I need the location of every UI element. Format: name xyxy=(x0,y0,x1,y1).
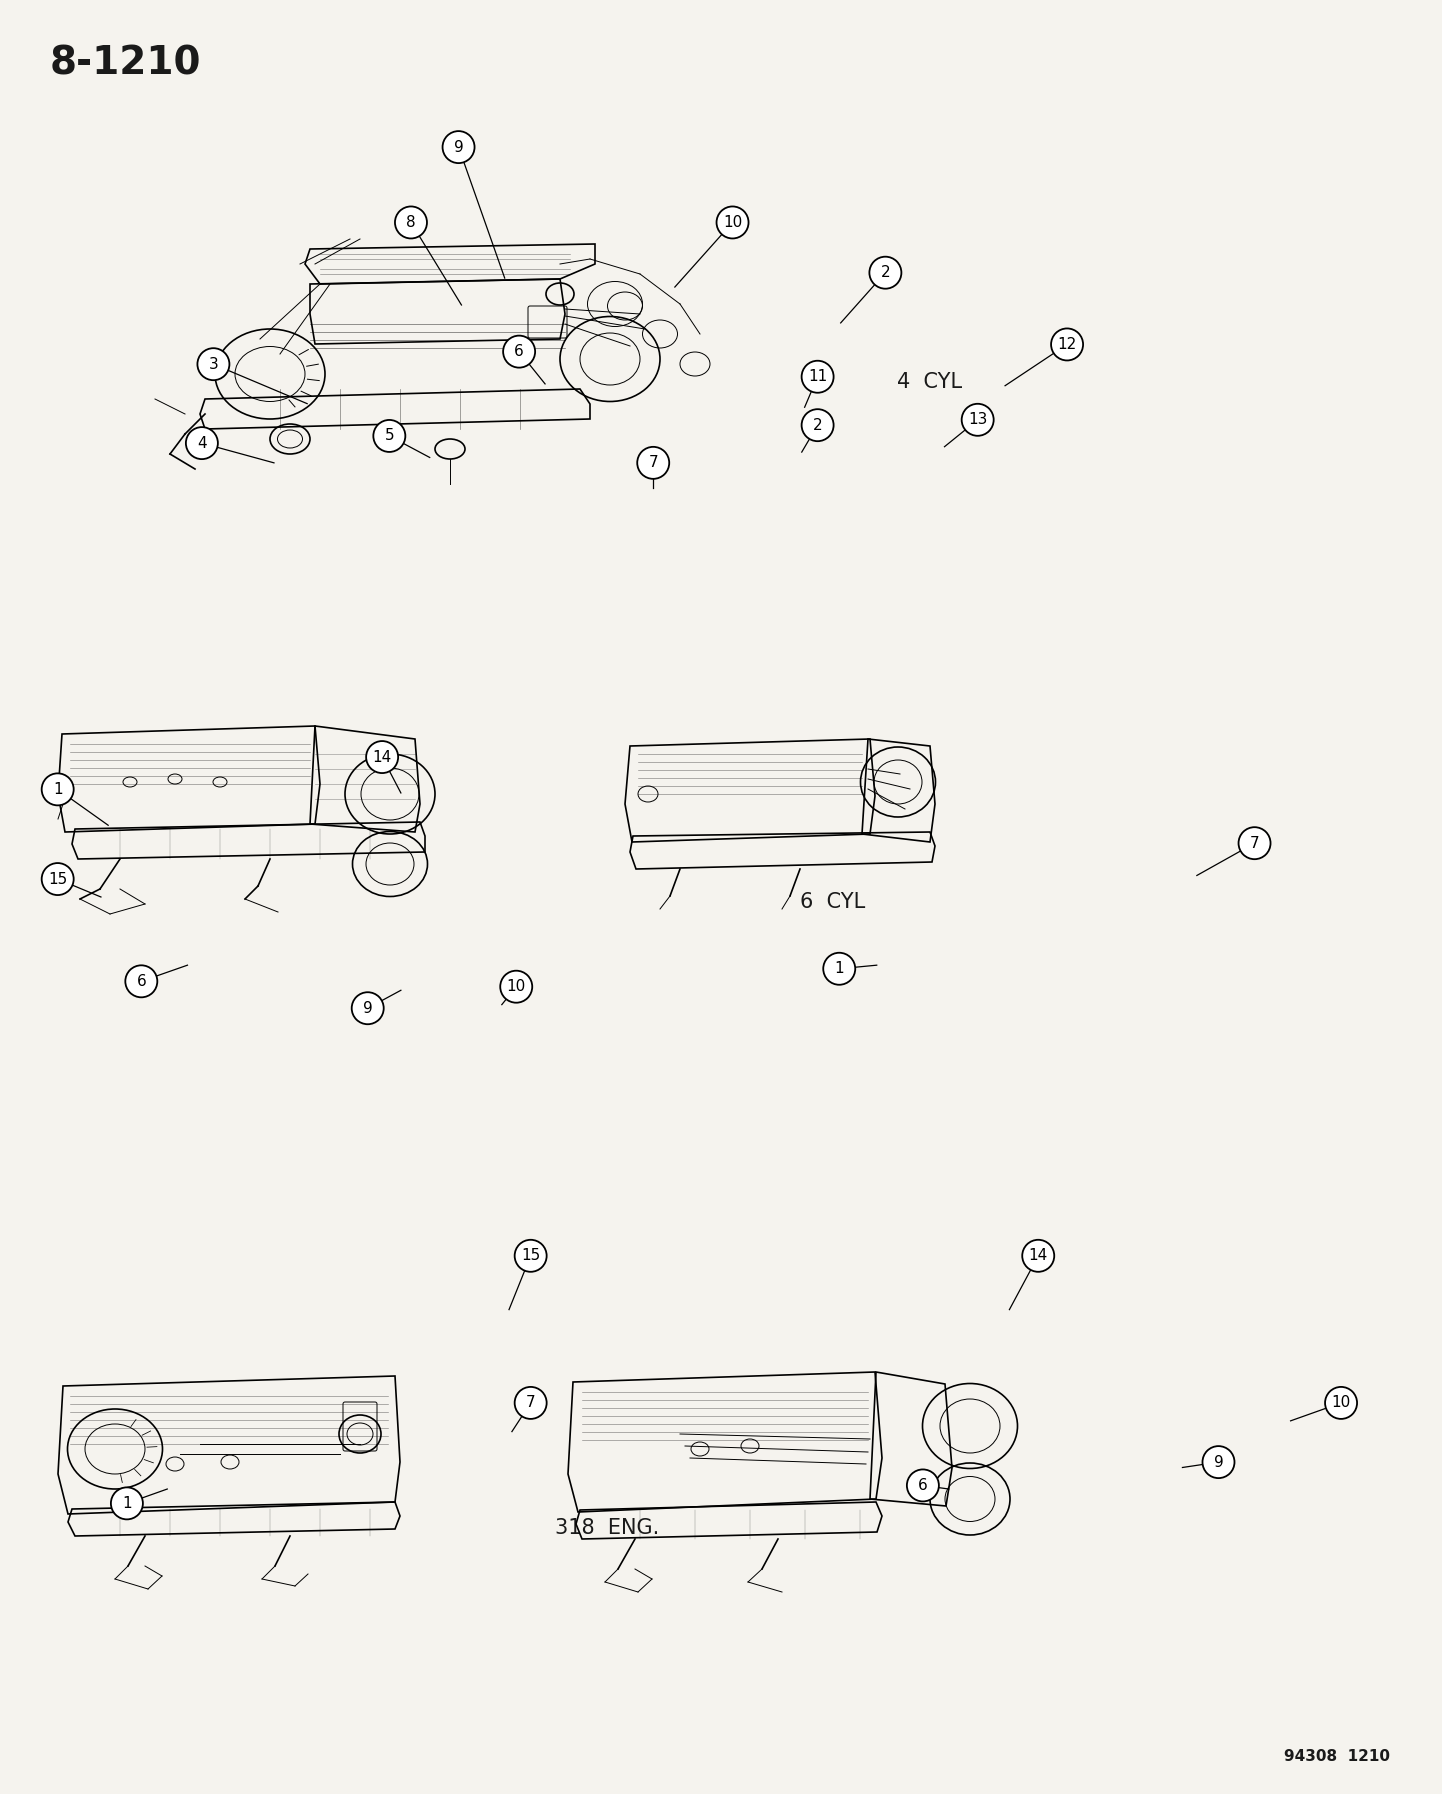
Text: 4  CYL: 4 CYL xyxy=(897,371,962,393)
Text: 3: 3 xyxy=(209,357,218,371)
Circle shape xyxy=(1051,328,1083,361)
Circle shape xyxy=(42,863,74,895)
Text: 1: 1 xyxy=(835,962,844,976)
Circle shape xyxy=(111,1487,143,1520)
Text: 1: 1 xyxy=(53,782,62,797)
Circle shape xyxy=(1203,1446,1234,1478)
Circle shape xyxy=(1239,827,1270,859)
Text: 7: 7 xyxy=(526,1396,535,1410)
Text: 7: 7 xyxy=(649,456,658,470)
Circle shape xyxy=(373,420,405,452)
Circle shape xyxy=(717,206,748,239)
Circle shape xyxy=(352,992,384,1024)
Circle shape xyxy=(125,965,157,997)
Text: 9: 9 xyxy=(1214,1455,1223,1469)
Text: 10: 10 xyxy=(1331,1396,1351,1410)
Text: 6: 6 xyxy=(137,974,146,988)
Circle shape xyxy=(823,953,855,985)
Text: 6: 6 xyxy=(919,1478,927,1493)
Circle shape xyxy=(962,404,994,436)
Text: 14: 14 xyxy=(1028,1249,1048,1263)
Text: 10: 10 xyxy=(722,215,743,230)
Text: 14: 14 xyxy=(372,750,392,764)
Circle shape xyxy=(395,206,427,239)
Text: 8: 8 xyxy=(407,215,415,230)
Circle shape xyxy=(1325,1387,1357,1419)
Text: 15: 15 xyxy=(48,872,68,886)
Circle shape xyxy=(907,1469,939,1502)
Text: 8-1210: 8-1210 xyxy=(50,45,202,83)
Circle shape xyxy=(198,348,229,380)
Circle shape xyxy=(42,773,74,806)
Circle shape xyxy=(802,409,833,441)
Circle shape xyxy=(515,1240,547,1272)
Text: 9: 9 xyxy=(363,1001,372,1015)
Circle shape xyxy=(802,361,833,393)
Circle shape xyxy=(870,257,901,289)
Circle shape xyxy=(515,1387,547,1419)
Text: 2: 2 xyxy=(881,266,890,280)
Text: 10: 10 xyxy=(506,980,526,994)
Text: 94308  1210: 94308 1210 xyxy=(1283,1749,1390,1764)
Text: 5: 5 xyxy=(385,429,394,443)
Text: 13: 13 xyxy=(968,413,988,427)
Text: 4: 4 xyxy=(198,436,206,450)
Text: 318  ENG.: 318 ENG. xyxy=(555,1518,659,1539)
Text: 11: 11 xyxy=(808,370,828,384)
Text: 6: 6 xyxy=(515,344,523,359)
Text: 15: 15 xyxy=(521,1249,541,1263)
Text: 1: 1 xyxy=(123,1496,131,1511)
Circle shape xyxy=(637,447,669,479)
Circle shape xyxy=(366,741,398,773)
Text: 6  CYL: 6 CYL xyxy=(800,892,865,913)
Circle shape xyxy=(500,971,532,1003)
Text: 7: 7 xyxy=(1250,836,1259,850)
Text: 2: 2 xyxy=(813,418,822,432)
Text: 9: 9 xyxy=(454,140,463,154)
Circle shape xyxy=(186,427,218,459)
Circle shape xyxy=(1022,1240,1054,1272)
Text: 12: 12 xyxy=(1057,337,1077,352)
Circle shape xyxy=(443,131,474,163)
Circle shape xyxy=(503,335,535,368)
